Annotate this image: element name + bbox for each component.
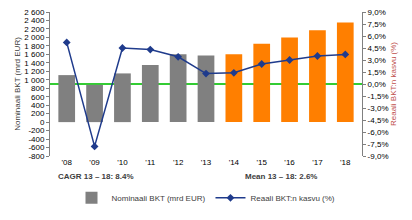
svg-text:'12: '12 xyxy=(173,158,184,167)
svg-text:Nominaali BKT (mrd EUR): Nominaali BKT (mrd EUR) xyxy=(112,194,206,203)
svg-text:-1,5%: -1,5% xyxy=(368,92,389,101)
svg-text:'08: '08 xyxy=(61,158,72,167)
svg-text:Reaali BKT:n kasvu (%): Reaali BKT:n kasvu (%) xyxy=(389,42,398,126)
svg-text:-7,5%: -7,5% xyxy=(368,140,389,149)
svg-text:0,0%: 0,0% xyxy=(368,80,386,89)
svg-text:-4,5%: -4,5% xyxy=(368,116,389,125)
svg-text:'17: '17 xyxy=(312,158,323,167)
svg-text:Nominaali BKT (mrd EUR): Nominaali BKT (mrd EUR) xyxy=(13,37,22,131)
svg-text:'11: '11 xyxy=(145,158,155,167)
svg-text:400: 400 xyxy=(31,101,45,110)
svg-text:'18: '18 xyxy=(340,158,351,167)
svg-text:-400: -400 xyxy=(28,135,45,144)
svg-text:-9,0%: -9,0% xyxy=(368,152,389,161)
svg-text:-6,0%: -6,0% xyxy=(368,128,389,137)
svg-text:'10: '10 xyxy=(117,158,128,167)
svg-text:1 600: 1 600 xyxy=(24,50,45,59)
svg-text:3,0%: 3,0% xyxy=(368,56,386,65)
svg-text:Reaali BKT:n kasvu (%): Reaali BKT:n kasvu (%) xyxy=(250,194,334,203)
svg-text:1 000: 1 000 xyxy=(24,76,45,85)
svg-text:'16: '16 xyxy=(284,158,295,167)
svg-text:1 400: 1 400 xyxy=(24,59,45,68)
svg-text:1 800: 1 800 xyxy=(24,42,45,51)
svg-text:'13: '13 xyxy=(201,158,212,167)
svg-text:'14: '14 xyxy=(229,158,240,167)
svg-text:1,5%: 1,5% xyxy=(368,68,386,77)
svg-text:2 400: 2 400 xyxy=(24,16,45,25)
svg-text:'09: '09 xyxy=(89,158,100,167)
svg-text:9,0%: 9,0% xyxy=(368,8,386,17)
svg-text:2 000: 2 000 xyxy=(24,33,45,42)
svg-text:6,0%: 6,0% xyxy=(368,32,386,41)
svg-text:2 200: 2 200 xyxy=(24,25,45,34)
svg-text:CAGR 13 – 18: 8.4%: CAGR 13 – 18: 8.4% xyxy=(58,172,134,181)
svg-text:4,5%: 4,5% xyxy=(368,44,386,53)
svg-text:7,5%: 7,5% xyxy=(368,20,386,29)
svg-text:200: 200 xyxy=(31,109,45,118)
svg-text:2 600: 2 600 xyxy=(24,8,45,17)
svg-text:600: 600 xyxy=(31,93,45,102)
svg-text:-800: -800 xyxy=(28,152,45,161)
svg-text:1 200: 1 200 xyxy=(24,67,45,76)
svg-text:800: 800 xyxy=(31,84,45,93)
svg-text:'15: '15 xyxy=(256,158,267,167)
svg-text:-3,0%: -3,0% xyxy=(368,104,389,113)
svg-text:-600: -600 xyxy=(28,143,45,152)
svg-text:-200: -200 xyxy=(28,126,45,135)
svg-text:0: 0 xyxy=(40,118,45,127)
svg-text:Mean 13 – 18: 2.6%: Mean 13 – 18: 2.6% xyxy=(245,172,317,181)
